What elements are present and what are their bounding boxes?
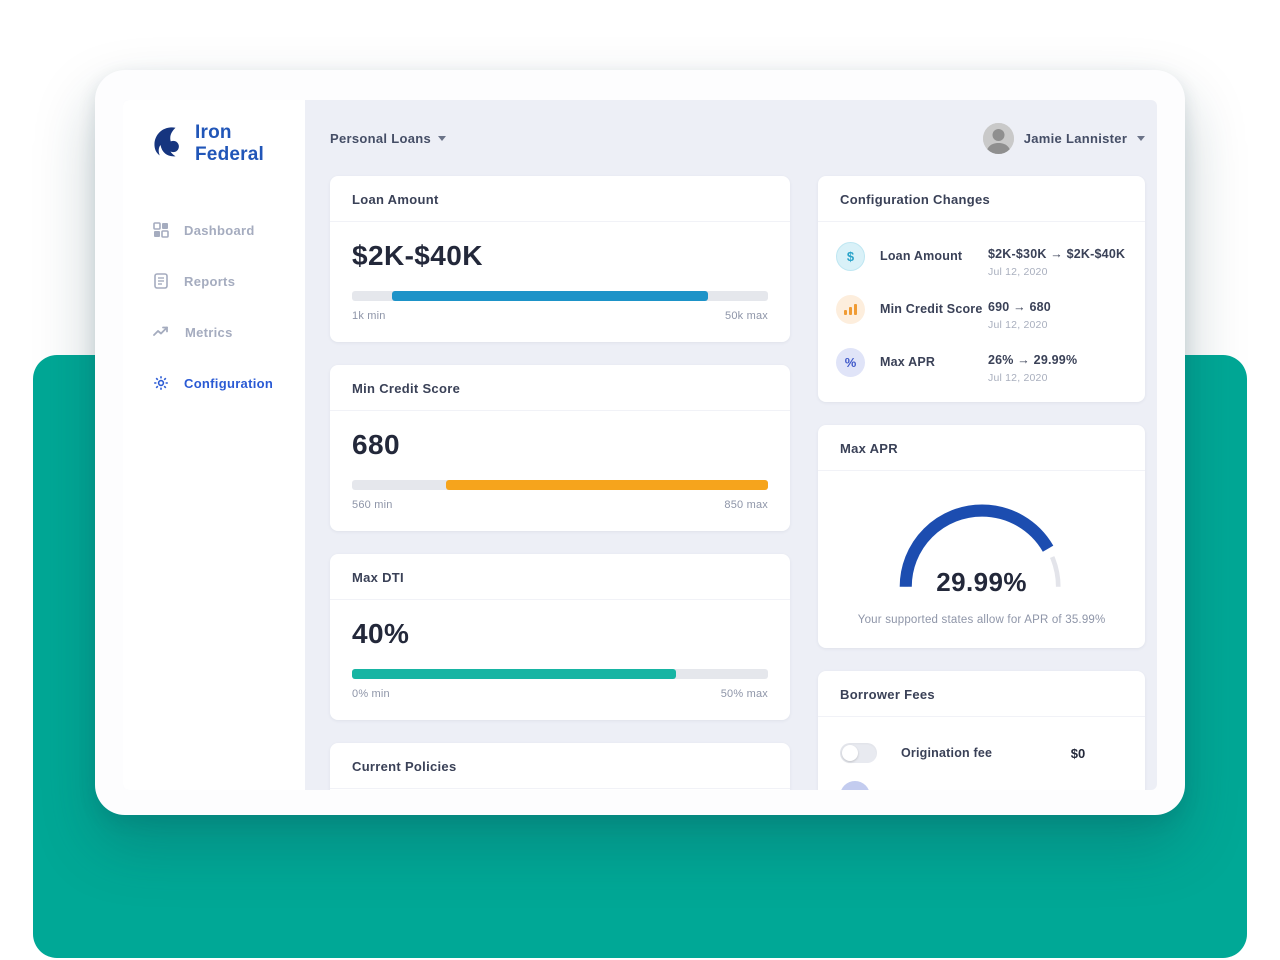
dashboard-grid-icon: [153, 222, 169, 238]
sidebar-nav: Dashboard Reports Metr: [153, 218, 305, 395]
change-value: $2K-$30K → $2K-$40K: [988, 247, 1126, 261]
product-selector-dropdown[interactable]: Personal Loans: [330, 130, 447, 146]
card-title: Configuration Changes: [818, 176, 1146, 222]
gauge-fill: [899, 504, 1064, 587]
tablet-device-frame: Iron Federal Dashboard: [95, 70, 1185, 815]
change-value: 690 → 680: [988, 300, 1051, 314]
brand-name: Iron Federal: [195, 122, 264, 165]
change-date: Jul 12, 2020: [988, 266, 1048, 278]
credit-score-meter-icon: [836, 295, 865, 324]
loan-amount-range-fill: [391, 291, 708, 301]
reports-document-icon: [154, 273, 168, 289]
fee-value: $0: [1070, 745, 1086, 761]
card-title: Loan Amount: [330, 176, 790, 222]
right-column: Configuration Changes $ Loan Amount $2K-…: [818, 176, 1146, 790]
dti-range-slider[interactable]: [352, 669, 768, 679]
top-bar: Personal Loans Jamie Lannister: [330, 100, 1146, 176]
change-date: Jul 12, 2020: [988, 372, 1048, 384]
max-label: 50% max: [720, 688, 768, 700]
percent-circle-icon: %: [836, 348, 865, 377]
card-title: Borrower Fees: [818, 671, 1146, 717]
app-screen: Iron Federal Dashboard: [123, 100, 1157, 790]
card-title: Max APR: [818, 425, 1146, 471]
sidebar-item-reports[interactable]: Reports: [153, 269, 305, 293]
loan-amount-range-slider[interactable]: [352, 291, 768, 301]
configuration-changes-card: Configuration Changes $ Loan Amount $2K-…: [818, 176, 1146, 402]
loan-amount-card: Loan Amount $2K-$40K 1k min 50k max: [330, 176, 790, 342]
fee-label: Origination fee: [901, 746, 993, 760]
max-dti-value: 40%: [352, 618, 410, 649]
avatar: [982, 122, 1014, 154]
sidebar-item-metrics[interactable]: Metrics: [153, 320, 305, 344]
sidebar-item-label: Metrics: [185, 324, 233, 340]
toggle-knob: [842, 745, 858, 761]
change-label: Min Credit Score: [880, 302, 983, 316]
gear-icon: [154, 376, 168, 390]
sidebar-item-configuration[interactable]: Configuration: [153, 371, 305, 395]
gauge-gap: [897, 503, 1066, 587]
change-date: Jul 12, 2020: [988, 319, 1048, 331]
config-change-row: % Max APR 26% → 29.99% Jul 12, 2020: [836, 348, 1125, 384]
user-name: Jamie Lannister: [1023, 130, 1128, 146]
max-dti-card: Max DTI 40% 0% min 50% max: [330, 554, 790, 720]
max-label: 850 max: [724, 499, 768, 511]
change-label: Loan Amount: [880, 249, 963, 263]
card-title: Current Policies: [330, 743, 790, 789]
min-credit-score-value: 680: [352, 429, 400, 460]
max-apr-card: Max APR 29.99% Your supported states: [818, 425, 1146, 648]
max-apr-value: 29.99%: [936, 567, 1027, 597]
content-columns: Loan Amount $2K-$40K 1k min 50k max: [330, 176, 1146, 790]
credit-score-range-slider[interactable]: [352, 480, 768, 490]
sidebar-item-dashboard[interactable]: Dashboard: [153, 218, 305, 242]
current-policies-card: Current Policies: [330, 743, 790, 790]
min-credit-score-card: Min Credit Score 680 560 min 850 max: [330, 365, 790, 531]
config-change-row: $ Loan Amount $2K-$30K → $2K-$40K Jul 12…: [836, 242, 1125, 278]
dti-range-fill: [352, 669, 677, 679]
min-label: 560 min: [352, 499, 393, 511]
borrower-fees-card: Borrower Fees Origination fee $0: [818, 671, 1146, 790]
main-content: Personal Loans Jamie Lannister: [305, 100, 1157, 790]
clipped-row-hint: [840, 781, 870, 790]
apr-caption: Your supported states allow for APR of 3…: [857, 614, 1106, 626]
change-value: 26% → 29.99%: [988, 353, 1078, 367]
brand-logo-spartan-helmet-icon: [153, 126, 186, 162]
credit-score-range-fill: [445, 480, 768, 490]
card-title: Max DTI: [330, 554, 790, 600]
fee-row: Origination fee $0: [840, 743, 1123, 763]
product-selector-label: Personal Loans: [330, 130, 432, 146]
user-menu[interactable]: Jamie Lannister: [982, 122, 1146, 154]
apr-gauge: 29.99%: [889, 493, 1075, 600]
max-label: 50k max: [725, 310, 768, 322]
chevron-down-icon: [438, 135, 447, 141]
sidebar-item-label: Configuration: [184, 375, 274, 391]
brand[interactable]: Iron Federal: [153, 122, 305, 166]
sidebar-item-label: Dashboard: [184, 222, 255, 238]
sidebar: Iron Federal Dashboard: [123, 100, 305, 790]
loan-amount-value: $2K-$40K: [352, 240, 483, 271]
metrics-trend-icon: [153, 326, 168, 336]
chevron-down-icon: [1137, 135, 1146, 141]
config-change-row: Min Credit Score 690 → 680 Jul 12, 2020: [836, 295, 1125, 331]
change-label: Max APR: [880, 355, 936, 369]
min-label: 1k min: [352, 310, 386, 322]
origination-fee-toggle[interactable]: [840, 743, 877, 763]
min-label: 0% min: [352, 688, 390, 700]
left-column: Loan Amount $2K-$40K 1k min 50k max: [330, 176, 790, 790]
sidebar-item-label: Reports: [184, 273, 236, 289]
dollar-circle-icon: $: [836, 242, 865, 271]
card-title: Min Credit Score: [330, 365, 790, 411]
